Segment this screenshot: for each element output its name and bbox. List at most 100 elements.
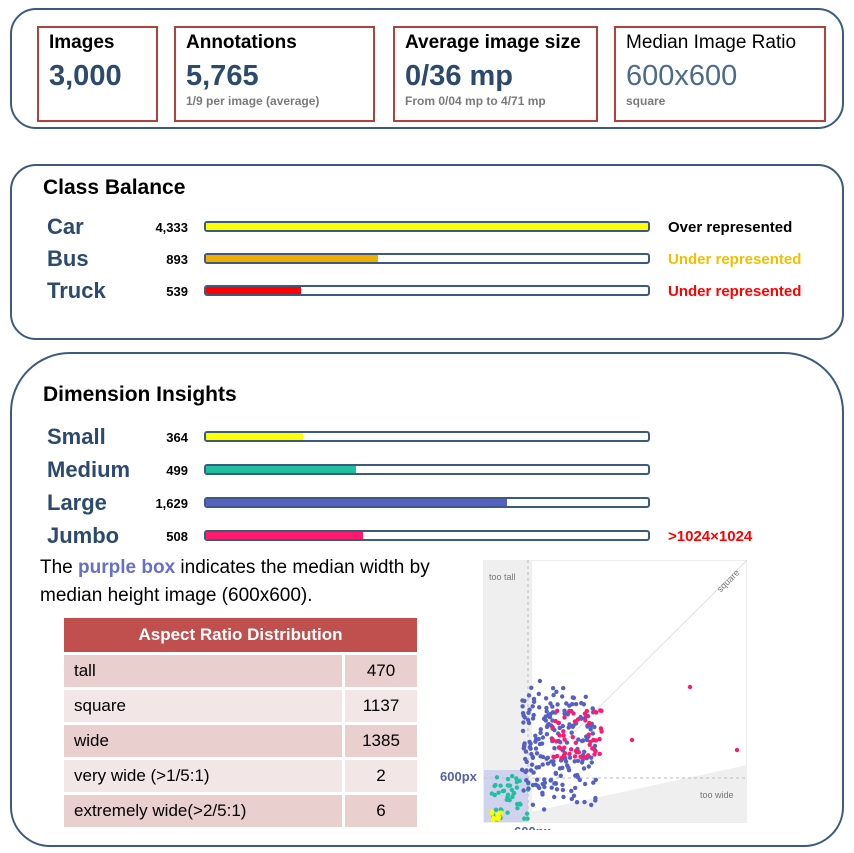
scatter-point-medium [506,783,511,788]
scatter-point-large [560,694,565,699]
scatter-points [489,678,740,823]
class_balance-name: Car [47,214,84,239]
scatter-point-large [540,735,546,740]
scatter-point-jumbo [562,715,567,720]
scatter-point-jumbo [599,708,604,713]
scatter-point-medium [517,778,522,784]
scatter-point-large [536,691,541,697]
scatter-point-large [553,770,558,776]
scatter-point-medium [498,783,503,788]
scatter-point-large [540,762,545,767]
aspect-value: 2 [342,760,417,792]
scatter-point-large [561,794,566,800]
scatter-point-large [567,722,572,727]
median-width-marker: 600px [514,824,552,830]
scatter-point-large [520,698,525,703]
scatter-point-large [544,709,549,714]
scatter-point-large [528,768,534,773]
scatter-point-large [537,678,543,684]
scatter-point-large [538,754,543,759]
scatter-point-large [530,704,535,709]
scatter-point-medium [517,801,523,806]
class_balance-note: Over represented [668,219,793,236]
scatter-point-jumbo [593,738,599,743]
dimension-count: 499 [166,463,188,478]
scatter-point-jumbo [551,754,556,759]
desc-before: The [40,557,79,578]
scatter-point-large [523,769,528,775]
scatter-point-jumbo [584,708,589,714]
dimension-bar-fill [206,466,357,473]
scatter-point-small [498,810,504,815]
scatter-point-large [579,760,585,765]
aspect-ratio-table: Aspect Ratio Distribution tall 470 square… [64,615,417,830]
stat-subtext: From 0/04 mp to 4/71 mp [405,94,546,108]
scatter-point-large [534,751,540,756]
scatter-point-large [519,767,525,772]
dimension-note: >1024×1024 [668,528,753,545]
class_balance-count: 4,333 [155,220,188,235]
scatter-point-large [531,696,537,702]
scatter-point-large [533,782,538,787]
scatter-point-large [564,701,569,706]
scatter-point-jumbo [558,746,563,751]
dimension-count: 508 [166,529,188,544]
class_balance-count: 893 [166,252,188,267]
scatter-point-jumbo [576,750,581,755]
scatter-point-large [521,746,526,751]
scatter-point-medium [515,806,520,811]
dimension-bar [204,431,650,442]
scatter-point-medium [522,816,527,821]
dimension-name: Jumbo [47,523,120,548]
scatter-point-jumbo [572,719,578,724]
scatter-point-large [577,777,582,783]
scatter-point-jumbo [562,745,567,750]
scatter-point-large [534,777,540,782]
dimension-bar-fill [206,499,507,506]
stat-value: 0/36 mp [405,60,513,92]
scatter-point-large [552,746,557,751]
too-tall-label: too tall [489,572,516,582]
stat-label: Images [49,32,115,53]
too-wide-region [484,765,747,822]
scatter-point-large [574,800,580,805]
scatter-point-large [582,781,588,787]
dimension-bar [204,530,650,541]
scatter-point-large [582,749,587,754]
scatter-point-large [569,788,574,794]
scatter-point-large [593,777,598,782]
scatter-point-jumbo [571,711,576,716]
scatter-point-large [567,755,573,760]
aspect-label: very wide (>1/5:1) [64,760,342,792]
scatter-point-large [552,794,557,800]
scatter-point-jumbo [567,751,572,757]
scatter-point-large [533,739,538,744]
scatter-point-jumbo [592,752,597,757]
scatter-point-jumbo [561,753,566,758]
scatter-point-large [523,756,528,762]
scatter-point-jumbo [582,754,587,760]
stat-subtext: 1/9 per image (average) [186,94,320,108]
scatter-point-large [554,689,559,694]
scatter-point-large [584,737,590,743]
scatter-point-large [550,686,556,691]
scatter-point-large [521,720,526,725]
dimension-name: Small [47,424,106,449]
aspect-value: 1385 [342,725,417,757]
class_balance-name: Truck [47,278,106,303]
scatter-point-medium [510,794,515,800]
stat-median-ratio: Median Image Ratio 600x600 square [614,26,826,122]
class_balance-note: Under represented [668,283,802,300]
median-height-marker: 600px [440,769,478,784]
scatter-point-medium [505,810,510,815]
dimension-count: 1,629 [155,496,188,511]
scatter-point-jumbo [561,729,566,734]
desc-after: indicates the median width by median hei… [40,557,430,606]
too-wide-label: too wide [700,790,734,800]
class_balance-bar [204,285,650,296]
scatter-point-large [544,724,550,730]
scatter-point-large [572,759,577,764]
scatter-point-jumbo [557,733,562,738]
scatter-point-large [590,731,596,736]
stat-value: 3,000 [49,60,122,92]
